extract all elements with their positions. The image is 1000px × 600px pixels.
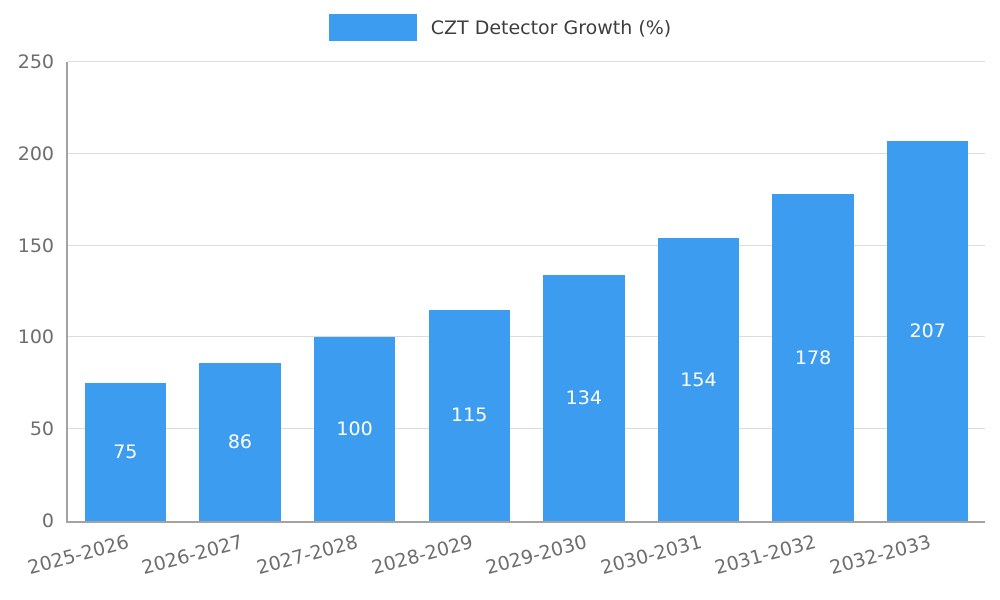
x-tick-label: 2032-2033	[827, 531, 934, 580]
chart-legend: CZT Detector Growth (%)	[0, 14, 1000, 41]
bar-value-label: 115	[451, 404, 488, 427]
y-tick-label: 0	[41, 510, 54, 532]
bar-2026-2027: 86	[199, 363, 281, 521]
legend-swatch	[328, 14, 417, 41]
bar-value-label: 100	[336, 418, 373, 441]
y-tick-label: 250	[17, 51, 54, 73]
bar-slot: 75	[68, 62, 183, 521]
bar-2031-2032: 178	[772, 194, 854, 521]
gridline	[68, 61, 985, 62]
bar-value-label: 134	[565, 386, 602, 409]
bar-2029-2030: 134	[543, 274, 625, 521]
bar-value-label: 86	[227, 431, 253, 454]
gridline	[68, 428, 985, 430]
bar-value-label: 207	[909, 319, 946, 342]
x-tick-label: 2025-2026	[25, 531, 132, 580]
bars-layer: 75 86 100 115 134 154 178 207	[68, 62, 985, 521]
x-tick-label: 2026-2027	[139, 531, 246, 580]
bar-slot: 115	[412, 62, 527, 521]
y-tick-label: 50	[29, 418, 54, 441]
bar-2032-2033: 207	[887, 140, 969, 521]
y-tick-label: 200	[17, 142, 54, 165]
y-tick-label: 150	[17, 234, 54, 257]
bar-2027-2028: 100	[313, 337, 396, 521]
y-axis-tick-labels: 0 50 100 150 200 250	[18, 51, 985, 532]
gridline	[68, 336, 985, 338]
bar-slot: 134	[527, 62, 642, 521]
x-axis-tick-labels: 2025-2026 2026-2027 2027-2028 2028-2029 2029…	[25, 521, 985, 596]
bar-2028-2029: 115	[428, 309, 510, 521]
bar-slot: 100	[297, 62, 412, 521]
plot-area: 0 50 100 150 200 250 75 86 100 115 134 154 178 207 2…	[18, 51, 985, 579]
bar-slot: 86	[183, 62, 298, 521]
gridline	[68, 152, 985, 154]
bar-2025-2026: 75	[84, 383, 166, 521]
bar-2030-2031: 154	[657, 238, 740, 521]
bar-slot: 207	[870, 62, 985, 521]
x-tick-label: 2027-2028	[254, 531, 361, 580]
x-tick-label: 2029-2030	[483, 531, 590, 580]
bar-slot: 154	[641, 62, 756, 521]
x-tick-label: 2031-2032	[713, 531, 819, 580]
bar-value-label: 154	[680, 368, 717, 391]
x-tick-label: 2028-2029	[369, 531, 475, 580]
bar-slot: 178	[756, 62, 871, 521]
y-tick-label: 100	[17, 326, 54, 349]
bar-value-label: 75	[113, 441, 138, 464]
bar-value-label: 178	[794, 346, 832, 369]
legend-label: CZT Detector Growth (%)	[430, 16, 672, 39]
grid-layer	[68, 61, 985, 521]
gridline	[68, 244, 985, 246]
x-tick-label: 2030-2031	[598, 531, 705, 580]
